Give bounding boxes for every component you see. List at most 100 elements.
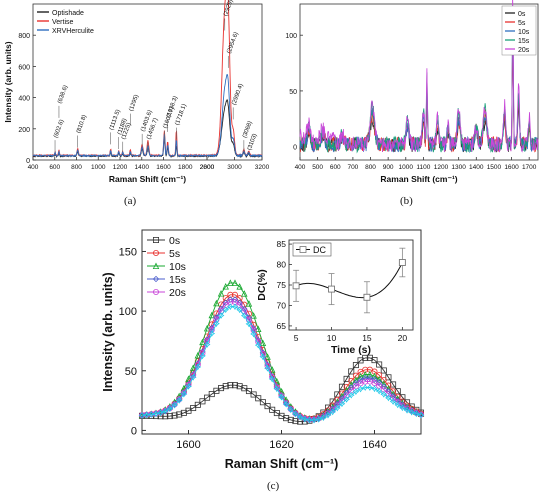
data-point-c — [203, 341, 211, 348]
data-point-c — [152, 410, 160, 418]
data-point-c — [352, 379, 360, 387]
annotation-label-a: (1295) — [129, 94, 141, 112]
chart-panel-c: 0 50 100 150 1600 1620 1640 Raman Shift (cm⁻¹) I… — [101, 229, 425, 471]
y-tick-label-a: 400 — [18, 96, 30, 103]
x-tick-label-b: 400 — [295, 164, 306, 171]
plot-frame-b — [299, 3, 539, 161]
data-point-c — [376, 361, 383, 368]
data-point-c — [250, 391, 257, 398]
x-axis-label-c: Raman Shift (cm⁻¹) — [225, 457, 339, 471]
data-point-c — [375, 375, 383, 383]
data-point-c — [236, 306, 244, 314]
data-point-c — [254, 341, 262, 349]
inset-data-point — [328, 285, 335, 293]
data-point-c — [306, 416, 313, 424]
data-point-c — [190, 405, 197, 412]
data-point-c — [152, 288, 159, 295]
annotation-label-a: (2990.4) — [231, 83, 244, 106]
annotation-label-a: (602.6) — [53, 119, 65, 139]
data-point-c — [194, 363, 202, 371]
series-line-c-10s — [141, 282, 422, 420]
inset-y-tick-label: 70 — [277, 300, 287, 310]
y-axis-label-a: Intensity (arb. units) — [3, 41, 13, 122]
x-tick-label-c: 1600 — [176, 439, 200, 451]
data-point-c — [166, 405, 174, 413]
inset-x-tick-label: 20 — [398, 333, 408, 343]
data-point-c — [357, 376, 364, 383]
data-point-c — [171, 401, 178, 409]
series-line-a-XRVHerculite — [32, 73, 263, 158]
series-line-c-20s — [141, 301, 422, 421]
series-line-c-extra — [141, 306, 422, 421]
data-point-c — [408, 408, 416, 416]
inset-x-tick-label: 15 — [362, 333, 372, 343]
data-point-c — [412, 410, 420, 418]
inset-data-point — [398, 259, 406, 266]
data-point-c — [310, 416, 318, 424]
data-point-c — [231, 382, 238, 389]
data-point-c — [315, 415, 323, 423]
x-tick-label-a: 400 — [28, 164, 39, 171]
data-point-c — [236, 295, 243, 302]
data-point-c — [180, 409, 187, 416]
data-point-c — [352, 372, 359, 379]
data-point-c — [273, 385, 281, 393]
data-point-c — [380, 367, 387, 374]
y-tick-label-a: 600 — [18, 64, 30, 71]
data-point-c — [361, 384, 369, 391]
y-tick-label-c: 50 — [125, 366, 137, 378]
data-point-c — [245, 300, 253, 307]
x-tick-label-b: 1300 — [451, 164, 466, 171]
y-tick-label-b: 0 — [293, 145, 297, 152]
data-point-c — [185, 381, 192, 388]
data-point-c — [171, 412, 178, 419]
data-point-c — [264, 353, 271, 360]
data-point-c — [226, 303, 234, 311]
data-point-c — [157, 409, 164, 417]
data-point-c — [324, 411, 332, 419]
data-point-c — [189, 364, 197, 371]
legend-label-b: 0s — [518, 11, 526, 18]
data-point-c — [180, 390, 188, 398]
data-point-c — [166, 413, 173, 420]
data-point-c — [375, 379, 383, 386]
data-point-c — [222, 283, 229, 290]
data-point-c — [241, 290, 248, 297]
annotation-label-a: (1718.1) — [175, 103, 188, 126]
x-tick-label-a: 1000 — [91, 164, 106, 171]
y-tick-label-c: 100 — [119, 306, 137, 318]
data-point-c — [417, 411, 425, 419]
data-point-c — [268, 366, 276, 373]
data-point-c — [227, 382, 234, 389]
data-point-c — [194, 401, 201, 408]
data-point-c — [399, 404, 406, 412]
x-tick-label-b: 1000 — [399, 164, 414, 171]
data-point-c — [357, 372, 364, 380]
data-point-c — [343, 395, 350, 403]
y-tick-label-a: 800 — [18, 33, 30, 40]
x-tick-label-a: 600 — [49, 164, 60, 171]
data-point-c — [292, 410, 299, 418]
data-point-c — [138, 411, 146, 419]
inset-x-tick-label: 5 — [294, 333, 299, 343]
inset-data-point — [363, 293, 371, 301]
data-point-c — [347, 391, 355, 399]
data-point-c — [213, 320, 220, 328]
data-point-c — [282, 400, 290, 408]
data-point-c — [259, 339, 267, 347]
x-tick-label-b: 1200 — [434, 164, 449, 171]
legend-label-b: 5s — [518, 20, 526, 27]
x-tick-label-b: 700 — [347, 164, 358, 171]
data-point-c — [176, 411, 183, 418]
legend-label-c: 20s — [169, 287, 186, 299]
data-point-c — [189, 373, 197, 381]
data-point-c — [208, 391, 215, 398]
inset-x-axis-label: Time (s) — [331, 344, 371, 356]
data-point-c — [385, 374, 392, 381]
annotation-label-a: (2954.6) — [227, 32, 240, 55]
x-tick-label-b: 1500 — [487, 164, 502, 171]
annotation-label-a: (1188) — [117, 118, 128, 136]
data-point-c — [389, 398, 397, 405]
data-point-c — [361, 371, 369, 378]
x-tick-label-a: 1400 — [135, 164, 150, 171]
